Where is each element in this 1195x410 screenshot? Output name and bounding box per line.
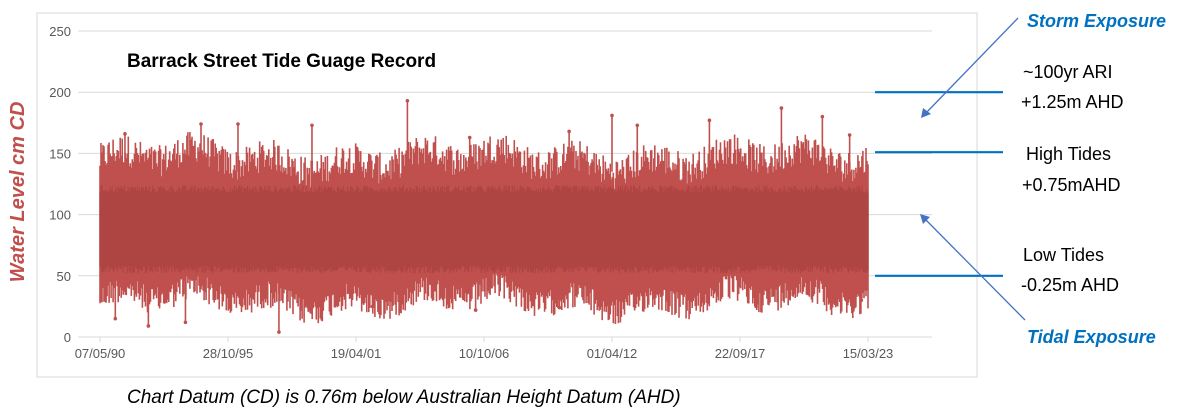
y-tick-labels: 0 50 100 150 200 250 xyxy=(49,24,71,345)
min-point xyxy=(370,304,375,309)
min-point xyxy=(859,298,864,303)
max-point xyxy=(123,132,127,136)
x-tick-label: 15/03/23 xyxy=(843,346,894,361)
min-point xyxy=(557,305,562,310)
min-point xyxy=(277,330,281,334)
x-tick-label: 07/05/90 xyxy=(75,346,126,361)
tidal-exposure-arrow xyxy=(920,214,1026,321)
x-tick-label: 19/04/01 xyxy=(331,346,382,361)
chart-title: Barrack Street Tide Guage Record xyxy=(127,51,436,72)
y-tick-label: 200 xyxy=(49,85,71,100)
max-point xyxy=(635,123,640,128)
max-point xyxy=(310,123,314,128)
min-point xyxy=(473,308,478,312)
y-tick-label: 100 xyxy=(49,208,71,223)
x-tick-label: 10/10/06 xyxy=(459,346,510,361)
max-point xyxy=(610,113,614,118)
max-point xyxy=(405,98,410,103)
water-level-series xyxy=(99,98,869,334)
max-point xyxy=(567,129,571,134)
tidal-exposure-label: Tidal Exposure xyxy=(1027,327,1156,347)
y-tick-label: 0 xyxy=(64,330,71,345)
min-point xyxy=(754,304,758,309)
max-point xyxy=(707,118,712,123)
storm-exposure-arrow xyxy=(921,17,1019,118)
high-tides-label-line1: High Tides xyxy=(1026,144,1111,164)
y-tick-label: 150 xyxy=(49,146,71,161)
high-tides-label-line2: +0.75mAHD xyxy=(1022,175,1121,195)
storm-exposure-label: Storm Exposure xyxy=(1027,11,1166,31)
x-tick-label: 28/10/95 xyxy=(203,346,254,361)
low-tides-label-line1: Low Tides xyxy=(1023,245,1104,265)
max-point xyxy=(847,133,852,137)
max-point xyxy=(467,135,472,140)
y-tick-label: 50 xyxy=(57,269,71,284)
ari-label-line1: ~100yr ARI xyxy=(1023,62,1113,82)
low-tides-label-line2: -0.25m AHD xyxy=(1021,275,1119,295)
min-point xyxy=(183,320,188,325)
y-tick-label: 250 xyxy=(49,24,71,39)
ari-label-line2: +1.25m AHD xyxy=(1021,92,1124,112)
x-tick-label: 01/04/12 xyxy=(587,346,638,361)
max-point xyxy=(236,122,240,126)
y-axis-label: Water Level cm CD xyxy=(7,102,29,283)
max-point xyxy=(199,122,203,126)
max-point xyxy=(779,106,784,110)
min-point xyxy=(146,324,151,328)
min-point xyxy=(113,316,118,321)
x-tick-labels: 07/05/90 28/10/95 19/04/01 10/10/06 01/04/12… xyxy=(75,337,894,361)
tide-record-core xyxy=(99,185,869,274)
datum-caption: Chart Datum (CD) is 0.76m below Australi… xyxy=(127,387,681,408)
x-tick-label: 22/09/17 xyxy=(715,346,766,361)
max-point xyxy=(820,114,825,119)
